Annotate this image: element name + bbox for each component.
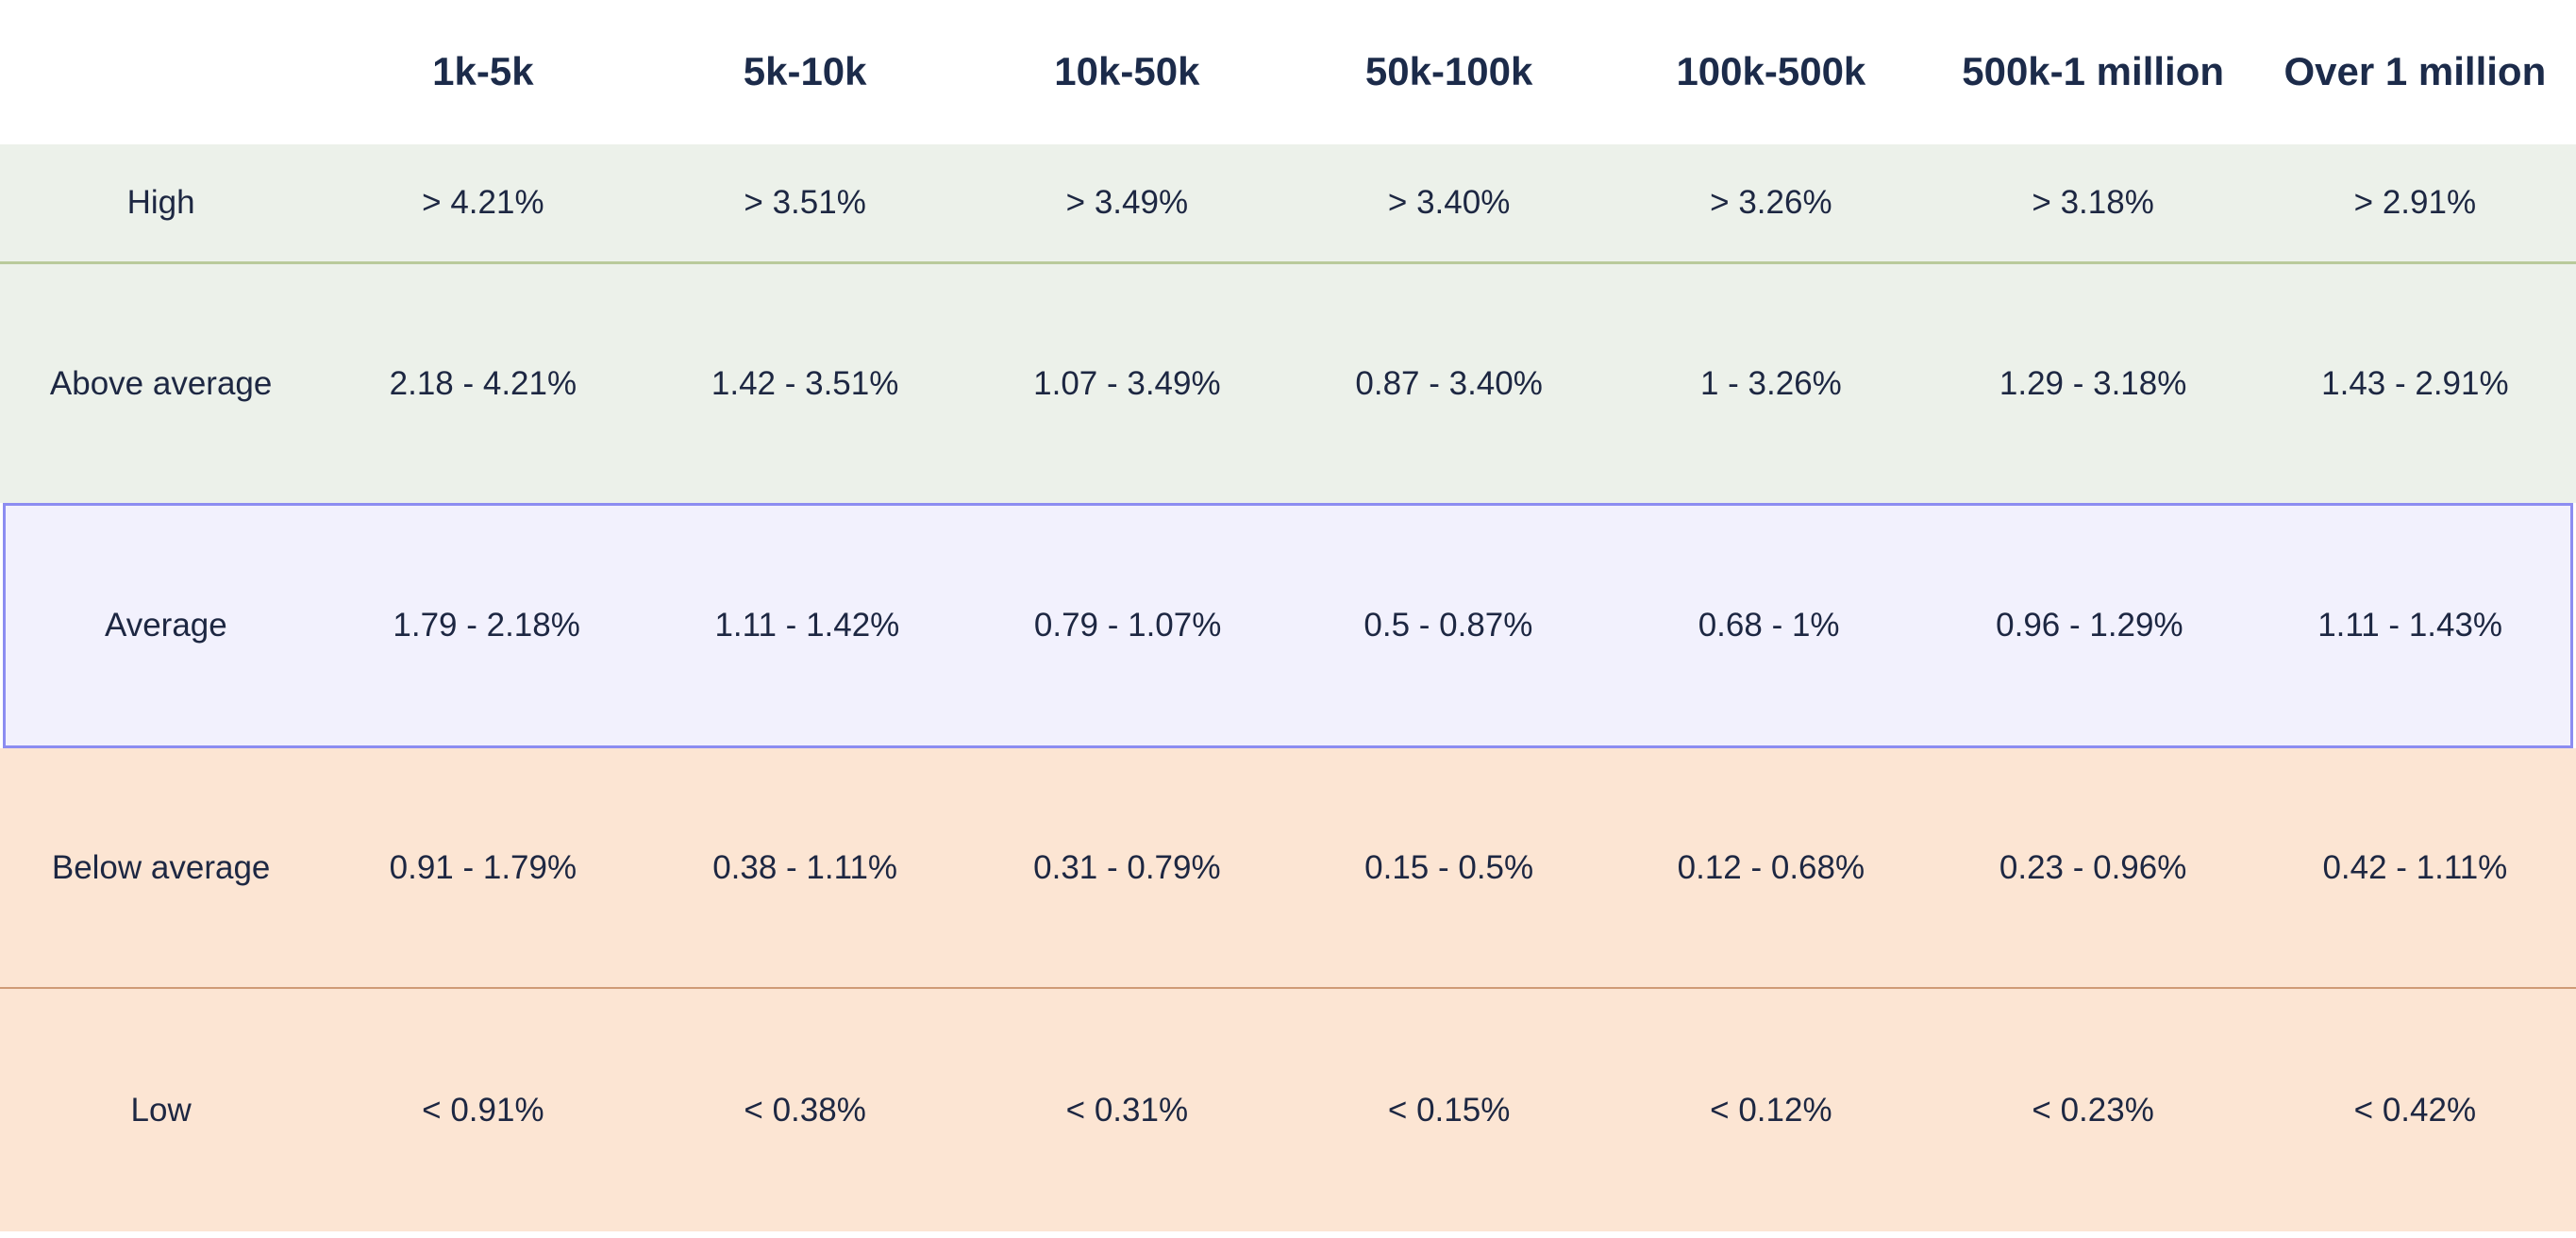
cell: < 0.42% [2353, 1091, 2477, 1129]
cell: < 0.23% [2032, 1091, 2154, 1129]
cell: < 0.15% [1387, 1091, 1511, 1129]
cell: > 4.21% [422, 184, 544, 221]
header-row: 1k-5k 5k-10k 10k-50k 50k-100k 100k-500k … [0, 0, 2576, 144]
cell: 0.38 - 1.11% [712, 848, 898, 886]
bottom-margin [0, 1231, 2576, 1238]
column-header-1k-5k: 1k-5k [432, 49, 534, 94]
column-header-over-1-million: Over 1 million [2283, 49, 2547, 94]
cell: 0.87 - 3.40% [1355, 364, 1543, 402]
cell: 0.31 - 0.79% [1033, 848, 1221, 886]
cell: 2.18 - 4.21% [389, 364, 577, 402]
cell: 1.29 - 3.18% [1999, 364, 2187, 402]
row-label: Below average [51, 848, 271, 886]
cell: 1 - 3.26% [1699, 364, 1842, 402]
cell: 0.91 - 1.79% [389, 848, 577, 886]
cell: 0.68 - 1% [1698, 607, 1840, 644]
row-low: Low < 0.91% < 0.38% < 0.31% < 0.15% < 0.… [0, 989, 2576, 1231]
column-header-50k-100k: 50k-100k [1364, 49, 1533, 94]
row-average-highlighted: Average 1.79 - 2.18% 1.11 - 1.42% 0.79 -… [3, 503, 2573, 748]
column-header-10k-50k: 10k-50k [1054, 49, 1200, 94]
cell: < 0.38% [744, 1091, 866, 1129]
cell: > 3.18% [2032, 184, 2154, 221]
row-high: High > 4.21% > 3.51% > 3.49% > 3.40% > 3… [0, 144, 2576, 264]
cell: 1.07 - 3.49% [1033, 364, 1221, 402]
cell: > 2.91% [2353, 184, 2477, 221]
cell: 1.11 - 1.42% [714, 607, 900, 644]
cell: 0.96 - 1.29% [1996, 607, 2183, 644]
cell: 1.43 - 2.91% [2321, 364, 2509, 402]
cell: < 0.12% [1710, 1091, 1832, 1129]
column-header-5k-10k: 5k-10k [743, 49, 867, 94]
row-above-average: Above average 2.18 - 4.21% 1.42 - 3.51% … [0, 264, 2576, 503]
cell: > 3.26% [1710, 184, 1832, 221]
cell: > 3.51% [744, 184, 866, 221]
cell: 1.42 - 3.51% [711, 364, 899, 402]
row-label: Low [130, 1091, 192, 1129]
cell: 0.15 - 0.5% [1364, 848, 1534, 886]
row-label: Average [105, 607, 227, 644]
cell: < 0.91% [422, 1091, 544, 1129]
cell: 1.11 - 1.43% [2317, 607, 2503, 644]
column-header-100k-500k: 100k-500k [1676, 49, 1866, 94]
cell: > 3.49% [1065, 184, 1189, 221]
cell: 0.12 - 0.68% [1677, 848, 1865, 886]
cell: 0.42 - 1.11% [2322, 848, 2508, 886]
cell: 1.79 - 2.18% [393, 607, 580, 644]
cell: 0.79 - 1.07% [1033, 607, 1222, 644]
row-below-average: Below average 0.91 - 1.79% 0.38 - 1.11% … [0, 748, 2576, 989]
row-label: Above average [49, 364, 273, 402]
column-header-500k-1-million: 500k-1 million [1962, 49, 2225, 94]
cell: > 3.40% [1387, 184, 1511, 221]
cell: 0.23 - 0.96% [1999, 848, 2187, 886]
cell: < 0.31% [1065, 1091, 1189, 1129]
cell: 0.5 - 0.87% [1363, 607, 1533, 644]
row-label: High [126, 184, 195, 221]
